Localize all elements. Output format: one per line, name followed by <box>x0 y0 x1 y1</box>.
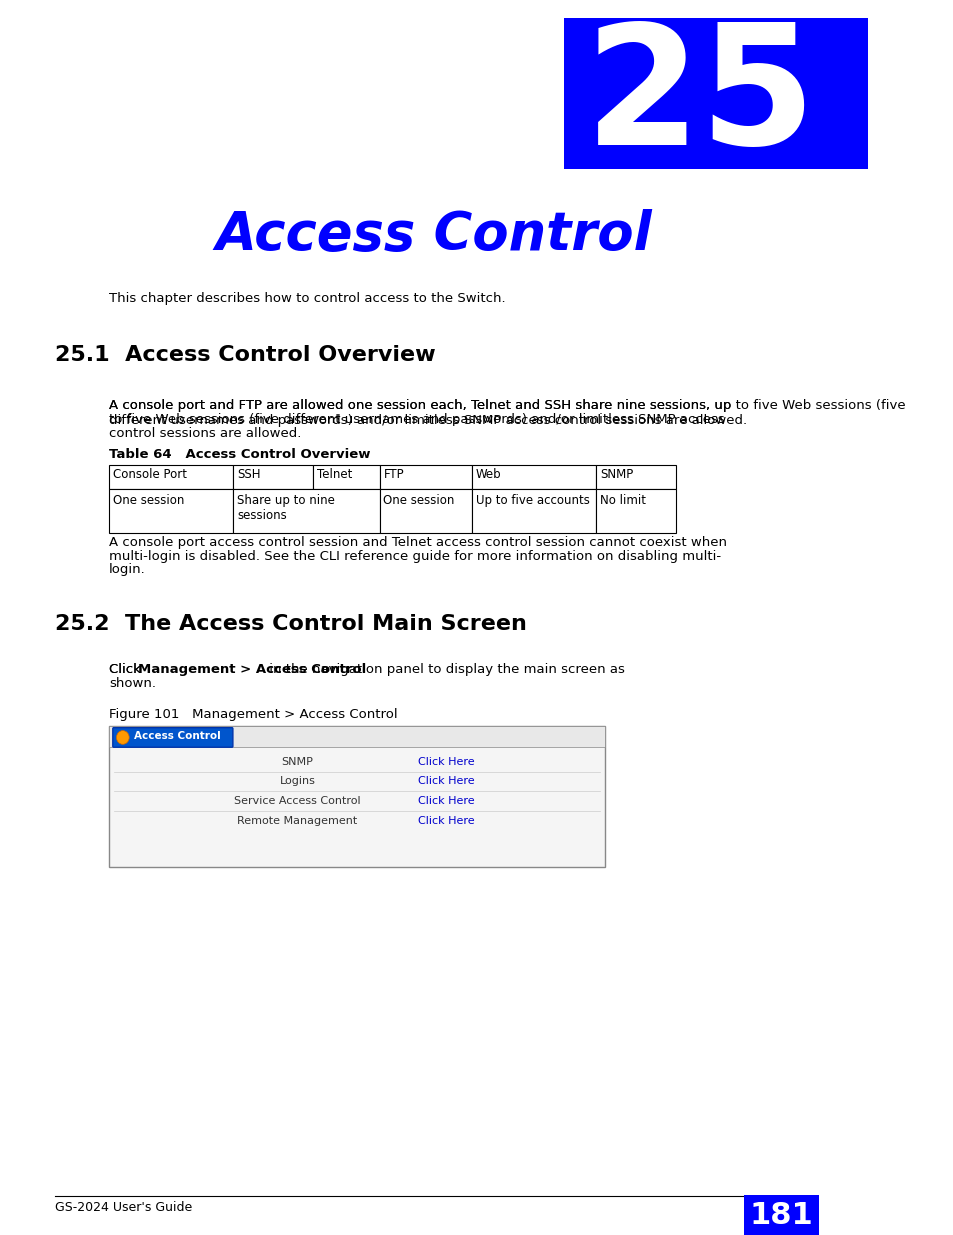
Text: Share up to nine
sessions: Share up to nine sessions <box>236 494 335 522</box>
Text: 181: 181 <box>749 1200 812 1230</box>
Text: Click Here: Click Here <box>417 777 474 787</box>
Text: 25.2  The Access Control Main Screen: 25.2 The Access Control Main Screen <box>54 614 526 635</box>
Text: A console port access control session and Telnet access control session cannot c: A console port access control session an… <box>109 536 726 550</box>
Text: Service Access Control: Service Access Control <box>234 797 360 806</box>
FancyBboxPatch shape <box>112 727 233 747</box>
Text: This chapter describes how to control access to the Switch.: This chapter describes how to control ac… <box>109 291 505 305</box>
Text: Management > Access Control: Management > Access Control <box>137 663 365 676</box>
Text: Click Here: Click Here <box>417 797 474 806</box>
Text: control sessions are allowed.: control sessions are allowed. <box>109 426 301 440</box>
Text: SSH: SSH <box>236 468 260 480</box>
Text: No limit: No limit <box>599 494 645 508</box>
Bar <box>596 464 675 489</box>
Text: SNMP: SNMP <box>599 468 633 480</box>
Text: Table 64   Access Control Overview: Table 64 Access Control Overview <box>109 448 371 461</box>
Text: 25: 25 <box>584 17 816 180</box>
Text: 25.1  Access Control Overview: 25.1 Access Control Overview <box>54 346 435 366</box>
Bar <box>233 464 313 489</box>
Text: Console Port: Console Port <box>112 468 187 480</box>
Bar <box>313 464 379 489</box>
Bar <box>109 726 604 867</box>
Bar <box>563 19 867 169</box>
Text: shown.: shown. <box>109 677 156 690</box>
Text: Up to five accounts: Up to five accounts <box>476 494 589 508</box>
Text: SNMP: SNMP <box>281 757 314 767</box>
Text: Click Here: Click Here <box>417 757 474 767</box>
Text: Click Here: Click Here <box>417 815 474 825</box>
Text: Figure 101   Management > Access Control: Figure 101 Management > Access Control <box>109 708 397 721</box>
Text: A console port and FTP are allowed one session each, Telnet and SSH share nine s: A console port and FTP are allowed one s… <box>109 399 904 427</box>
Text: Click: Click <box>109 663 145 676</box>
Text: A console port and FTP are allowed one session each, Telnet and SSH share nine s: A console port and FTP are allowed one s… <box>109 399 731 412</box>
Text: Telnet: Telnet <box>316 468 352 480</box>
Text: Web: Web <box>476 468 501 480</box>
Text: Remote Management: Remote Management <box>237 815 357 825</box>
Text: in the navigation panel to display the main screen as: in the navigation panel to display the m… <box>265 663 624 676</box>
Bar <box>109 464 233 489</box>
Bar <box>233 489 379 534</box>
Text: Access Control: Access Control <box>215 209 652 261</box>
Text: to five Web sessions (five different usernames and passwords) and/or limitless S: to five Web sessions (five different use… <box>109 412 724 426</box>
Bar <box>109 489 233 534</box>
Text: GS-2024 User's Guide: GS-2024 User's Guide <box>54 1200 192 1214</box>
Text: Click: Click <box>109 663 145 676</box>
Bar <box>379 464 472 489</box>
Bar <box>596 489 675 534</box>
Text: multi-login is disabled. See the CLI reference guide for more information on dis: multi-login is disabled. See the CLI ref… <box>109 550 720 563</box>
Text: Access Control: Access Control <box>133 731 220 741</box>
Circle shape <box>116 731 129 745</box>
Bar <box>109 726 604 747</box>
Text: One session: One session <box>383 494 455 508</box>
Bar <box>379 489 472 534</box>
Text: FTP: FTP <box>383 468 404 480</box>
Text: One session: One session <box>112 494 184 508</box>
Bar <box>472 464 596 489</box>
Text: Click Management > Access Control: Click Management > Access Control <box>109 663 351 676</box>
Text: Logins: Logins <box>279 777 315 787</box>
Text: login.: login. <box>109 563 146 577</box>
Bar <box>472 489 596 534</box>
